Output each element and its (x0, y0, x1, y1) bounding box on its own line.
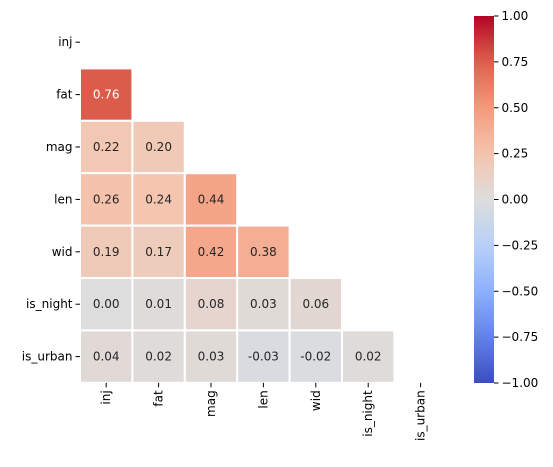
colorbar-tick-label: −0.75 (502, 330, 539, 344)
cell-value-label: 0.17 (145, 245, 172, 259)
cell-value-label: 0.08 (198, 297, 225, 311)
heatmap-cell-len-mag (183, 172, 239, 227)
y-tick-label-wid: wid (52, 245, 73, 259)
cell-value-label: 0.22 (93, 140, 120, 154)
heatmap-cell-wid-fat (131, 224, 186, 280)
heatmap-cell-is_urban-fat (131, 329, 186, 384)
cell-value-label: 0.03 (250, 297, 277, 311)
colorbar-tick-label: 0.75 (502, 55, 529, 69)
cell-value-label: 0.02 (355, 350, 382, 364)
heatmap-annotations: 0.76 0.22 0.20 0.26 0.24 0.44 0.19 0.17 0.42 0.38… (93, 88, 382, 364)
colorbar-tick-label: 0.00 (502, 193, 529, 207)
colorbar-tick-label: 0.50 (502, 101, 529, 115)
x-tick-label-mag: mag (204, 390, 218, 417)
heatmap-cell-is_night-len (236, 277, 291, 332)
y-axis-tick-labels: inj fat mag len wid is_night is_urban (22, 35, 80, 364)
heatmap-cell-is_urban-len (236, 329, 291, 384)
colorbar-gradient (474, 16, 494, 383)
cell-value-label: 0.03 (198, 350, 225, 364)
x-tick-label-is_urban: is_urban (414, 390, 428, 441)
cell-value-label: 0.04 (93, 350, 120, 364)
y-tick-label-mag: mag (46, 140, 73, 154)
colorbar-tick-label: −0.50 (502, 284, 539, 298)
y-tick-label-is_night: is_night (26, 297, 73, 311)
cell-value-label: 0.20 (145, 140, 172, 154)
colorbar-tick-label: 1.00 (502, 9, 529, 23)
colorbar-tick-label: −1.00 (502, 376, 539, 390)
y-tick-label-is_urban: is_urban (22, 350, 73, 364)
x-tick-label-len: len (256, 390, 270, 408)
colorbar-tick-label: −0.25 (502, 238, 539, 252)
heatmap-cell-wid-len (236, 224, 291, 280)
cell-value-label: 0.00 (93, 297, 120, 311)
cell-value-label: 0.02 (145, 350, 172, 364)
cell-value-label: 0.24 (145, 192, 172, 206)
x-tick-label-is_night: is_night (361, 390, 375, 437)
colorbar-tick-label: 0.25 (502, 147, 529, 161)
colorbar: 1.00 0.75 0.50 0.25 0.00 −0.25 −0.50 −0.75 −1.00 (474, 9, 538, 390)
y-tick-label-len: len (54, 192, 72, 206)
cell-value-label: 0.06 (302, 297, 329, 311)
x-axis-tick-labels: inj fat mag len wid is_night is_urban (99, 382, 428, 441)
cell-value-label: -0.02 (300, 350, 331, 364)
x-tick-label-wid: wid (309, 390, 323, 411)
x-tick-label-inj: inj (99, 390, 113, 404)
cell-value-label: 0.38 (250, 245, 277, 259)
x-tick-label-fat: fat (152, 390, 166, 407)
heatmap-cell-is_urban-is_night (341, 329, 396, 384)
cell-value-label: 0.26 (93, 192, 120, 206)
cell-value-label: 0.19 (93, 245, 120, 259)
heatmap-cell-is_urban-wid (288, 329, 344, 384)
heatmap-cell-is_night-fat (131, 277, 186, 332)
cell-value-label: 0.42 (198, 245, 225, 259)
heatmap-cells (79, 67, 396, 384)
cell-value-label: 0.01 (145, 297, 172, 311)
cell-value-label: 0.44 (198, 192, 225, 206)
cell-value-label: -0.03 (248, 350, 279, 364)
y-tick-label-inj: inj (58, 35, 72, 49)
y-tick-label-fat: fat (56, 88, 73, 102)
cell-value-label: 0.76 (93, 88, 120, 102)
